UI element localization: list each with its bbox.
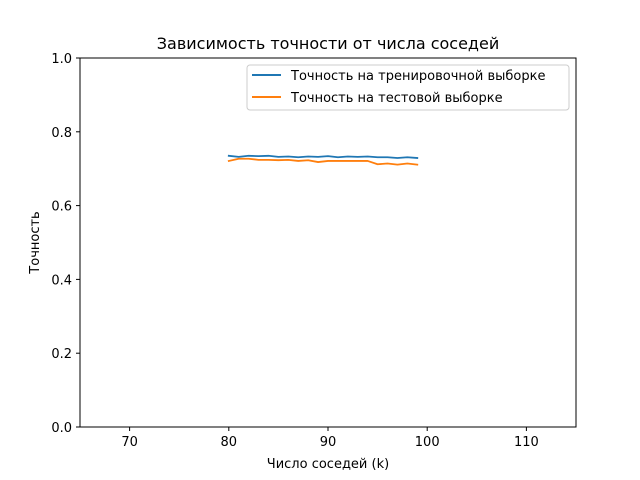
y-tick-label: 0.4: [51, 273, 72, 288]
series-line-train: [227, 154, 419, 159]
y-tick-label: 0.0: [51, 421, 72, 436]
x-tick-label: 110: [514, 435, 539, 450]
y-axis-label: Точность: [28, 211, 43, 274]
legend: Точность на тренировочной выборке Точнос…: [246, 64, 570, 111]
legend-label-train: Точность на тренировочной выборке: [290, 69, 545, 84]
y-tick-label: 1.0: [51, 52, 72, 67]
series-line-test: [227, 157, 419, 166]
legend-label-test: Точность на тестовой выборке: [290, 91, 503, 106]
x-tick-label: 80: [221, 435, 238, 450]
legend-box: [246, 64, 570, 111]
x-axis-label: Число соседей (k): [267, 457, 389, 472]
x-tick-label: 90: [320, 435, 337, 450]
y-tick-label: 0.2: [51, 347, 72, 362]
ticks-layer: 70 80 90 100 110 0.0 0.2 0.4 0.6 0.8 1.0: [51, 52, 539, 450]
y-tick-label: 0.6: [51, 200, 72, 215]
x-tick-label: 70: [121, 435, 138, 450]
lines-layer: [227, 154, 419, 166]
chart-title: Зависимость точности от числа соседей: [157, 34, 499, 53]
plot-area-frame: [79, 57, 577, 428]
x-tick-label: 100: [415, 435, 440, 450]
y-tick-label: 0.8: [51, 126, 72, 141]
